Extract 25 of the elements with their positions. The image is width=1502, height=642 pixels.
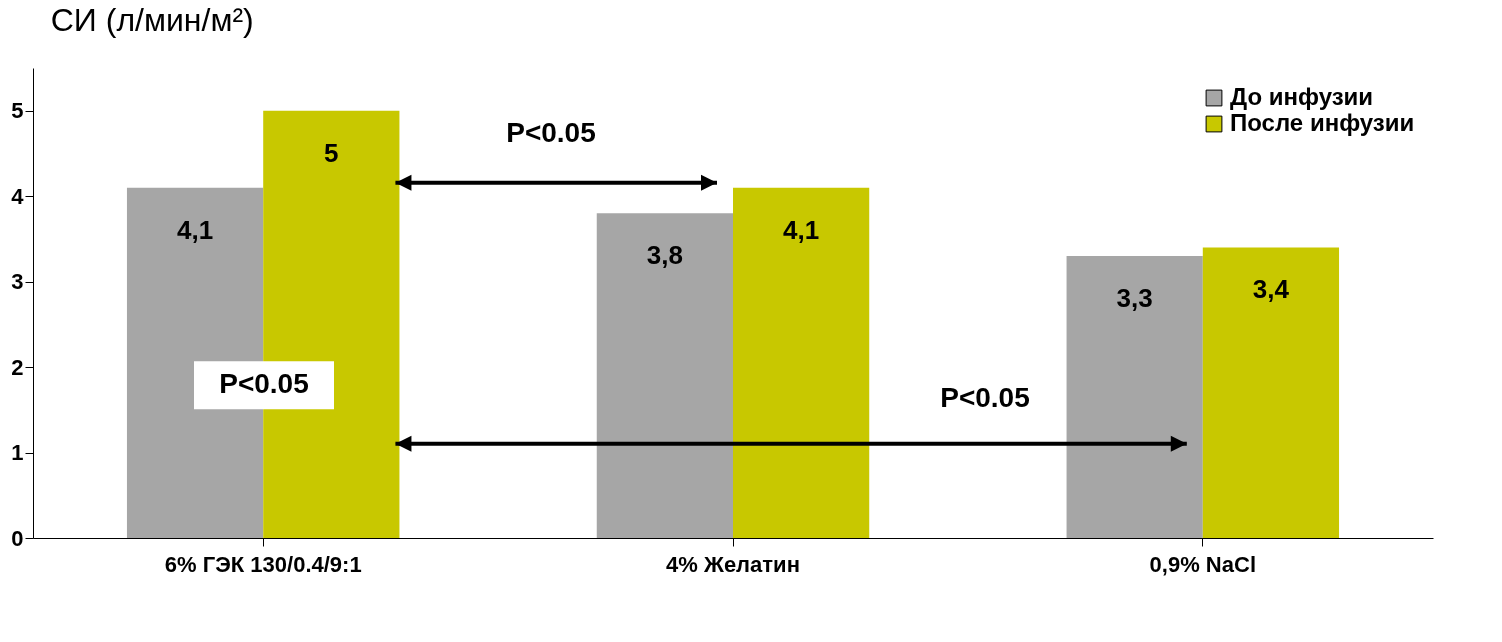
annotation: P<0.05 — [506, 116, 596, 148]
legend-label: После инфузии — [1230, 109, 1415, 136]
bar — [596, 213, 733, 538]
data-label: 3,3 — [1116, 283, 1153, 313]
annotation: P<0.05 — [940, 382, 1030, 414]
y-tick-label: 4 — [11, 183, 25, 209]
data-label: 5 — [324, 137, 339, 168]
x-tick-label: 4% Желатин — [666, 551, 800, 577]
y-tick-label: 5 — [11, 98, 24, 124]
y-tick-label: 2 — [11, 354, 24, 380]
annotation: P<0.05 — [219, 368, 309, 400]
y-tick-label: 3 — [11, 269, 24, 295]
data-label: 3,8 — [646, 240, 683, 271]
x-tick-label: 0,9% NaCl — [1149, 551, 1256, 577]
bar — [1066, 256, 1203, 538]
data-label: 3,4 — [1252, 274, 1290, 305]
legend-label: До инфузии — [1230, 83, 1374, 110]
chart-title: СИ (л/мин/м²) — [50, 2, 254, 38]
x-tick-label: 6% ГЭК 130/0.4/9:1 — [164, 551, 362, 577]
y-tick-label: 1 — [11, 440, 24, 466]
bar — [733, 187, 870, 538]
data-label: 4,1 — [177, 214, 214, 245]
y-tick-label: 0 — [11, 525, 24, 551]
bar — [1202, 247, 1340, 538]
data-label: 4,1 — [783, 214, 820, 245]
